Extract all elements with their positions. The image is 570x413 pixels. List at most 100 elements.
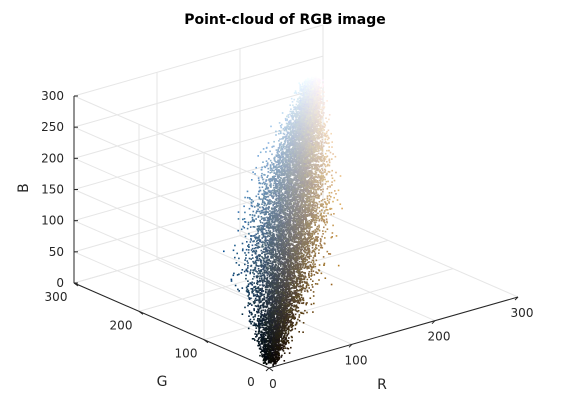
data-point <box>289 325 291 328</box>
data-point <box>311 76 313 79</box>
data-point <box>280 185 282 188</box>
data-point <box>267 273 270 275</box>
data-point <box>286 125 288 127</box>
data-point <box>303 95 305 97</box>
data-point <box>234 244 236 247</box>
data-point <box>277 262 279 264</box>
data-point <box>261 166 263 169</box>
data-point <box>281 180 284 182</box>
data-point <box>306 278 309 281</box>
data-point <box>275 191 277 194</box>
data-point <box>264 256 266 259</box>
data-point <box>245 257 247 259</box>
data-point <box>284 279 287 282</box>
data-point <box>262 362 265 364</box>
data-point <box>264 280 267 283</box>
data-point <box>293 215 296 217</box>
data-point <box>281 181 284 184</box>
data-point <box>305 222 307 224</box>
data-point <box>260 295 262 298</box>
data-point <box>312 177 314 180</box>
data-point <box>263 251 265 253</box>
data-point <box>318 137 320 140</box>
data-point <box>295 310 298 312</box>
data-point <box>271 221 273 223</box>
data-point <box>257 242 260 245</box>
data-point <box>257 308 259 310</box>
data-point <box>293 305 295 308</box>
data-point <box>323 156 326 158</box>
data-point <box>300 232 302 235</box>
data-point <box>250 311 253 314</box>
data-point <box>279 320 281 322</box>
data-point <box>262 233 265 235</box>
data-point <box>260 211 263 214</box>
data-point <box>263 197 265 199</box>
data-point <box>255 270 257 272</box>
data-point <box>236 252 238 255</box>
data-point <box>265 193 267 195</box>
data-point <box>302 299 305 302</box>
data-point <box>278 267 280 269</box>
data-point <box>251 304 253 306</box>
data-point <box>251 205 254 208</box>
data-point <box>264 333 266 335</box>
data-point <box>261 176 263 179</box>
data-point <box>292 178 294 180</box>
data-point <box>287 290 289 293</box>
data-point <box>260 261 262 263</box>
data-point <box>256 293 258 296</box>
data-point <box>265 179 268 181</box>
data-point <box>271 225 274 227</box>
data-point <box>267 202 270 204</box>
data-point <box>287 301 289 303</box>
data-point <box>257 230 260 233</box>
data-point <box>282 169 284 171</box>
data-point <box>256 282 258 285</box>
data-point <box>259 254 262 256</box>
data-point <box>299 255 302 258</box>
data-point <box>258 203 261 206</box>
data-point <box>319 126 322 128</box>
data-point <box>288 254 291 257</box>
data-point <box>323 112 325 114</box>
data-point <box>250 322 252 325</box>
data-point <box>315 76 318 79</box>
data-point <box>247 251 250 254</box>
data-point <box>256 311 259 314</box>
data-point <box>304 223 306 225</box>
data-point <box>320 135 323 137</box>
data-point <box>294 257 296 259</box>
data-point <box>308 240 310 243</box>
data-point <box>281 278 284 281</box>
data-point <box>304 171 307 173</box>
data-point <box>311 219 313 221</box>
data-point <box>274 259 276 261</box>
data-point <box>263 284 265 287</box>
data-point <box>302 297 305 299</box>
data-point <box>268 235 271 237</box>
data-point <box>313 233 316 235</box>
data-point <box>274 160 276 162</box>
data-point <box>280 174 282 176</box>
data-point <box>314 108 317 111</box>
data-point <box>282 194 284 196</box>
data-point <box>263 204 265 207</box>
data-point <box>324 135 326 137</box>
data-point <box>278 330 281 332</box>
data-point <box>277 281 279 283</box>
data-point <box>269 222 271 225</box>
data-point <box>304 281 306 284</box>
data-point <box>313 196 315 198</box>
data-point <box>237 288 239 291</box>
data-point <box>273 288 276 291</box>
data-point <box>283 187 285 189</box>
y-tick-mark <box>203 339 209 344</box>
data-point <box>268 319 270 321</box>
data-point <box>258 321 260 324</box>
data-point <box>267 325 270 328</box>
data-point <box>263 217 265 220</box>
data-point <box>297 143 300 146</box>
data-point <box>271 244 273 246</box>
